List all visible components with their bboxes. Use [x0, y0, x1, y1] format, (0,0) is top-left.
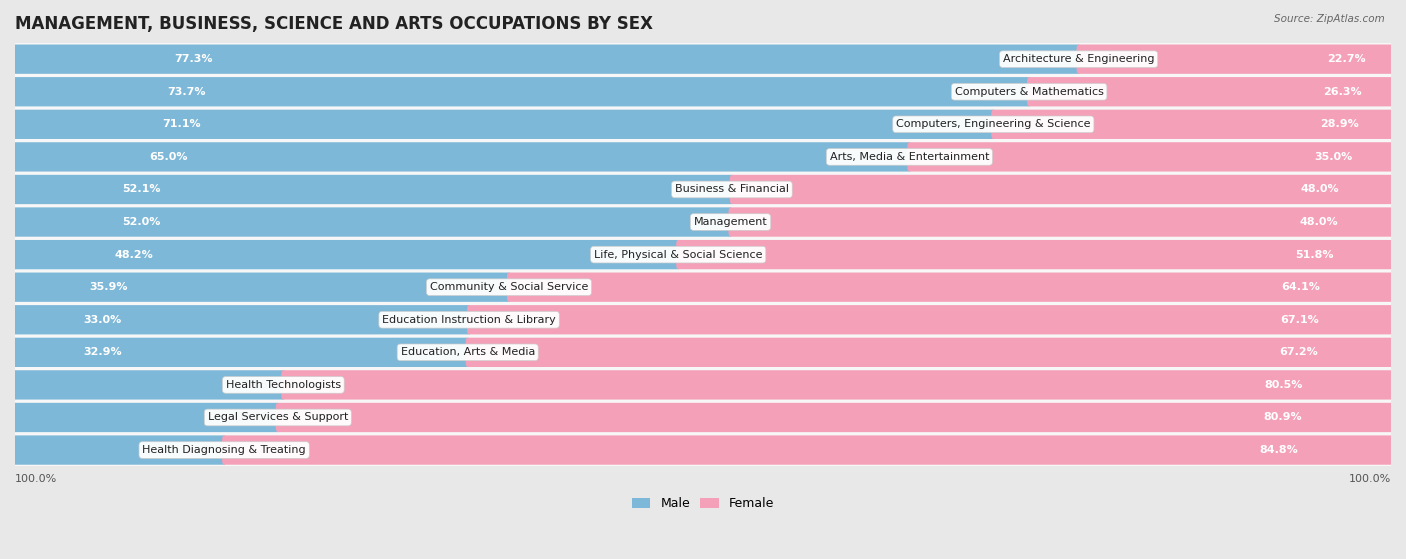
Text: Architecture & Engineering: Architecture & Engineering — [1002, 54, 1154, 64]
FancyBboxPatch shape — [13, 240, 681, 269]
FancyBboxPatch shape — [465, 338, 1395, 367]
Text: 28.9%: 28.9% — [1320, 119, 1360, 129]
FancyBboxPatch shape — [1077, 45, 1393, 74]
FancyBboxPatch shape — [676, 240, 1393, 269]
Text: Arts, Media & Entertainment: Arts, Media & Entertainment — [830, 152, 990, 162]
FancyBboxPatch shape — [13, 338, 470, 367]
FancyBboxPatch shape — [11, 229, 1395, 281]
FancyBboxPatch shape — [728, 207, 1393, 236]
FancyBboxPatch shape — [11, 98, 1395, 150]
Text: 65.0%: 65.0% — [149, 152, 187, 162]
FancyBboxPatch shape — [276, 403, 1393, 432]
Text: 48.2%: 48.2% — [114, 250, 153, 259]
FancyBboxPatch shape — [991, 110, 1393, 139]
Text: 73.7%: 73.7% — [167, 87, 205, 97]
FancyBboxPatch shape — [11, 261, 1395, 313]
FancyBboxPatch shape — [11, 391, 1395, 443]
Text: 26.3%: 26.3% — [1323, 87, 1362, 97]
FancyBboxPatch shape — [907, 142, 1393, 172]
Text: 80.9%: 80.9% — [1264, 413, 1302, 423]
Text: 71.1%: 71.1% — [162, 119, 201, 129]
Text: 52.0%: 52.0% — [122, 217, 160, 227]
FancyBboxPatch shape — [11, 424, 1395, 476]
FancyBboxPatch shape — [11, 196, 1395, 248]
FancyBboxPatch shape — [11, 66, 1395, 118]
Text: 48.0%: 48.0% — [1301, 184, 1340, 195]
Text: 67.2%: 67.2% — [1279, 347, 1319, 357]
Text: 100.0%: 100.0% — [15, 473, 58, 484]
Text: 52.1%: 52.1% — [122, 184, 162, 195]
Text: Health Diagnosing & Treating: Health Diagnosing & Treating — [142, 445, 307, 455]
FancyBboxPatch shape — [13, 273, 510, 302]
FancyBboxPatch shape — [11, 293, 1395, 346]
Text: 35.0%: 35.0% — [1315, 152, 1353, 162]
FancyBboxPatch shape — [11, 326, 1395, 378]
Text: 77.3%: 77.3% — [174, 54, 214, 64]
FancyBboxPatch shape — [11, 33, 1395, 85]
FancyBboxPatch shape — [13, 207, 733, 236]
Text: Health Technologists: Health Technologists — [226, 380, 340, 390]
Text: Management: Management — [693, 217, 768, 227]
Text: 19.5%: 19.5% — [243, 380, 280, 390]
FancyBboxPatch shape — [13, 403, 280, 432]
Text: 22.7%: 22.7% — [1327, 54, 1367, 64]
FancyBboxPatch shape — [222, 435, 1393, 465]
FancyBboxPatch shape — [11, 163, 1395, 216]
Legend: Male, Female: Male, Female — [627, 492, 779, 515]
Text: 100.0%: 100.0% — [1348, 473, 1391, 484]
Text: 48.0%: 48.0% — [1299, 217, 1339, 227]
FancyBboxPatch shape — [13, 45, 1081, 74]
FancyBboxPatch shape — [13, 110, 995, 139]
FancyBboxPatch shape — [11, 131, 1395, 183]
FancyBboxPatch shape — [730, 175, 1395, 204]
FancyBboxPatch shape — [1026, 77, 1393, 106]
FancyBboxPatch shape — [467, 305, 1395, 334]
Text: Computers & Mathematics: Computers & Mathematics — [955, 87, 1104, 97]
Text: 80.5%: 80.5% — [1264, 380, 1302, 390]
FancyBboxPatch shape — [13, 142, 911, 172]
Text: Legal Services & Support: Legal Services & Support — [208, 413, 349, 423]
Text: 15.2%: 15.2% — [184, 445, 219, 455]
Text: 32.9%: 32.9% — [83, 347, 121, 357]
FancyBboxPatch shape — [508, 273, 1393, 302]
FancyBboxPatch shape — [11, 359, 1395, 411]
Text: Life, Physical & Social Science: Life, Physical & Social Science — [593, 250, 762, 259]
Text: MANAGEMENT, BUSINESS, SCIENCE AND ARTS OCCUPATIONS BY SEX: MANAGEMENT, BUSINESS, SCIENCE AND ARTS O… — [15, 15, 652, 33]
Text: 64.1%: 64.1% — [1281, 282, 1320, 292]
Text: 33.0%: 33.0% — [83, 315, 121, 325]
FancyBboxPatch shape — [13, 370, 285, 400]
FancyBboxPatch shape — [281, 370, 1393, 400]
Text: Community & Social Service: Community & Social Service — [430, 282, 588, 292]
Text: Education Instruction & Library: Education Instruction & Library — [382, 315, 555, 325]
Text: Source: ZipAtlas.com: Source: ZipAtlas.com — [1274, 14, 1385, 24]
Text: 51.8%: 51.8% — [1295, 250, 1334, 259]
Text: 35.9%: 35.9% — [89, 282, 128, 292]
FancyBboxPatch shape — [13, 77, 1031, 106]
FancyBboxPatch shape — [13, 175, 734, 204]
Text: 67.1%: 67.1% — [1279, 315, 1319, 325]
FancyBboxPatch shape — [13, 305, 471, 334]
Text: 19.1%: 19.1% — [238, 413, 274, 423]
Text: Computers, Engineering & Science: Computers, Engineering & Science — [896, 119, 1091, 129]
Text: 84.8%: 84.8% — [1258, 445, 1298, 455]
Text: Education, Arts & Media: Education, Arts & Media — [401, 347, 534, 357]
Text: Business & Financial: Business & Financial — [675, 184, 789, 195]
FancyBboxPatch shape — [13, 435, 226, 465]
